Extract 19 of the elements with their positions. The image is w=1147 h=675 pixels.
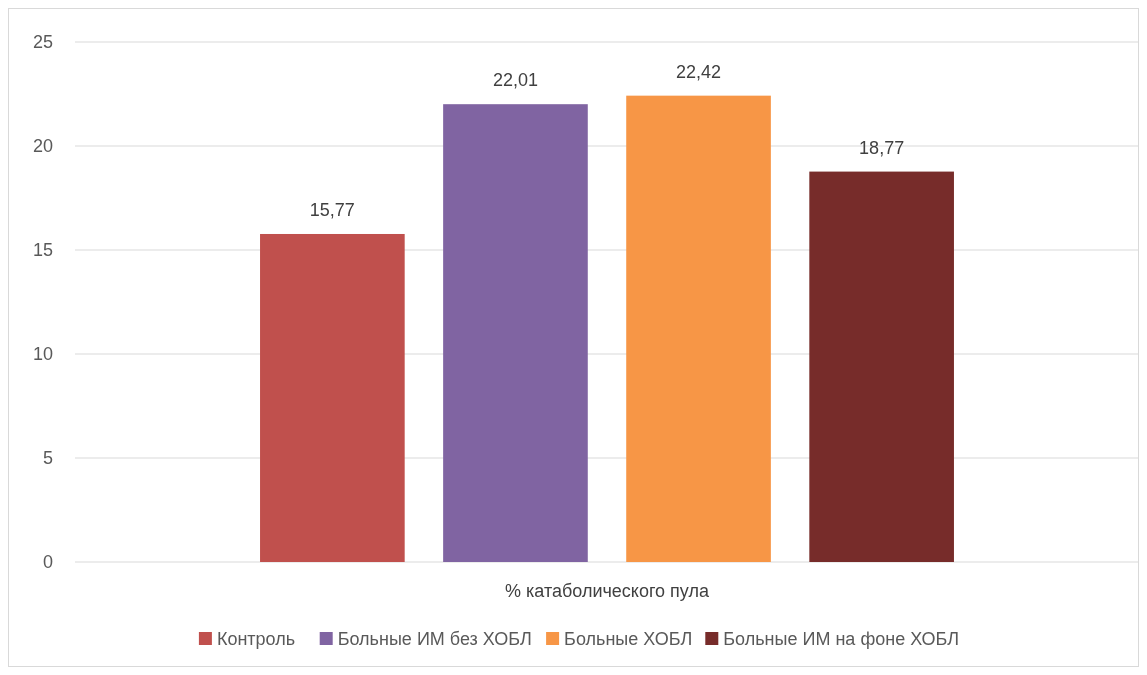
data-label: 22,42 — [676, 61, 722, 82]
y-tick-label: 25 — [32, 32, 53, 53]
data-label: 15,77 — [309, 199, 355, 220]
bar — [626, 95, 771, 562]
x-tick-label: % катаболического пула — [505, 581, 710, 601]
bar — [443, 104, 588, 562]
y-tick-label: 5 — [42, 448, 53, 469]
y-tick-label: 20 — [32, 136, 53, 157]
data-label: 18,77 — [859, 137, 905, 158]
y-tick-label: 10 — [32, 344, 53, 365]
legend-label: Больные ИМ без ХОБЛ — [337, 628, 532, 649]
legend-label: Больные ИМ на фоне ХОБЛ — [723, 628, 960, 649]
y-tick-label: 15 — [32, 240, 53, 261]
legend-label: Больные ХОБЛ — [564, 628, 693, 649]
bar — [809, 171, 954, 562]
bar — [260, 233, 405, 562]
y-tick-label: 0 — [42, 552, 53, 573]
legend-label: Контроль — [216, 628, 296, 649]
data-label: 22,01 — [492, 70, 538, 91]
